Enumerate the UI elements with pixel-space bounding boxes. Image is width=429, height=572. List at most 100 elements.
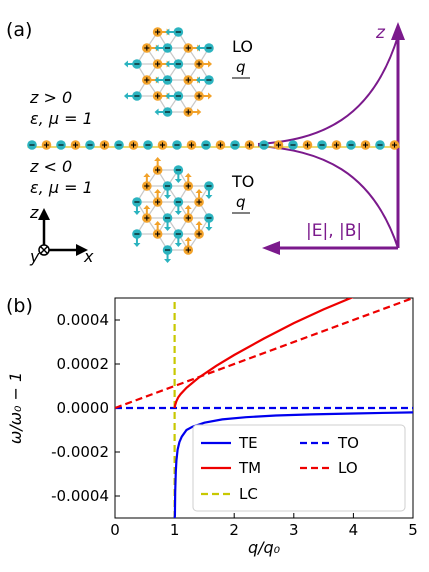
series-line-te: [173, 411, 413, 518]
chain-atom: [157, 140, 168, 150]
coord-x-label: x: [83, 247, 94, 266]
chain-atom: [85, 140, 95, 150]
to-atom: [132, 197, 142, 215]
to-atom: [142, 205, 152, 223]
dispersion-chart: 0 1 2 3 4 5 0.0004 0.0002 0.0000 -0.0002 -0.0004 q/…: [6, 297, 418, 557]
to-atom: [183, 237, 194, 255]
to-atom: [204, 213, 214, 231]
x-tick-label: 3: [289, 521, 299, 539]
to-atom: [194, 189, 204, 207]
lo-atom: [194, 59, 213, 69]
lo-lattice: [123, 27, 214, 117]
to-q-label: q: [236, 193, 246, 211]
chain-atom: [215, 140, 226, 150]
y-tick-label: -0.0004: [51, 487, 109, 505]
region-lower-label: z < 0: [29, 157, 72, 176]
to-atom: [162, 213, 173, 231]
lo-atom: [165, 27, 184, 37]
field-profile: z |E|, |B|: [257, 22, 405, 255]
field-label: |E|, |B|: [306, 221, 362, 241]
chain-atom: [56, 140, 66, 150]
y-tick-label: 0.0002: [57, 355, 110, 373]
lo-atom: [123, 59, 142, 69]
coord-x-arrow-icon: [76, 244, 88, 256]
to-atom: [204, 181, 214, 199]
lo-label: LO: [232, 37, 253, 56]
coord-z-label: z: [29, 203, 39, 222]
series-line-lo: [115, 298, 413, 410]
chain-atom: [360, 140, 371, 150]
chain-atom: [114, 140, 124, 150]
x-tick-label: 4: [349, 521, 359, 539]
chain-atom: [41, 140, 52, 150]
x-tick-label: 0: [110, 521, 120, 539]
chain-atom: [172, 140, 182, 150]
legend-label-tm: TM: [238, 459, 261, 477]
chain-atom: [273, 140, 284, 150]
chain-atom: [389, 140, 400, 150]
legend-label-te: TE: [238, 434, 258, 452]
lo-atom: [194, 91, 213, 101]
region-lower-eps-label: ε, μ = 1: [30, 178, 93, 197]
coordinate-axes-icon: z y x: [29, 203, 94, 266]
coord-y-label: y: [29, 247, 40, 266]
chain-atom: [244, 140, 255, 150]
series-line-tm: [173, 298, 354, 409]
to-atom: [152, 157, 163, 175]
x-tick-label: 5: [408, 521, 418, 539]
chain-atom: [259, 140, 269, 150]
to-atom: [152, 189, 163, 207]
lo-atom: [165, 59, 184, 69]
y-tick-label: 0.0000: [57, 399, 110, 417]
chain-atom: [99, 140, 110, 150]
lo-atom: [154, 43, 173, 53]
chain-atom: [302, 140, 313, 150]
chain-atom: [143, 140, 153, 150]
region-upper-label: z > 0: [29, 88, 72, 107]
to-label: TO: [231, 172, 254, 191]
lo-atom: [154, 107, 173, 117]
chain-atom: [288, 140, 298, 150]
y-axis-label: ω/ω₀ − 1: [6, 372, 25, 444]
chain-atom: [186, 140, 197, 150]
chain-atom: [317, 140, 327, 150]
panel-a-label: (a): [6, 19, 32, 41]
panel-a: (a) z |E|, |B| z > 0 ε, μ = 1 z < 0 ε, μ…: [6, 19, 405, 266]
to-atom: [183, 205, 194, 223]
to-atom: [194, 221, 204, 239]
to-atom: [162, 181, 173, 199]
chain-atom: [27, 140, 37, 150]
lo-atom: [154, 75, 173, 85]
legend-box: [192, 424, 406, 512]
to-atom: [152, 221, 163, 239]
lo-atom: [183, 75, 202, 85]
panel-b-label: (b): [6, 295, 33, 317]
z-axis-arrow-icon: [391, 22, 405, 40]
field-axis-arrow-icon: [262, 241, 280, 255]
to-lattice: [132, 157, 214, 263]
to-atom: [173, 229, 184, 247]
field-decay-upper: [257, 35, 399, 145]
lo-atom: [165, 91, 184, 101]
plot-area: [115, 298, 413, 518]
y-tick-label: -0.0002: [51, 443, 109, 461]
chain-atom: [70, 140, 81, 150]
chain-atom: [230, 140, 240, 150]
lo-atom: [195, 43, 214, 53]
panel-b: (b) 0 1 2 3 4 5 0.0004 0.0002 0.0000 -0.0002 -0.00…: [6, 295, 418, 557]
chain-spring: [27, 145, 400, 148]
z-axis-label: z: [375, 23, 386, 43]
coord-z-arrow-icon: [38, 208, 50, 220]
lo-atom: [183, 107, 202, 117]
to-atom: [162, 245, 173, 263]
to-atom: [183, 173, 194, 191]
chain-atom: [346, 140, 356, 150]
x-tick-label: 2: [229, 521, 239, 539]
y-tick-label: 0.0004: [57, 311, 110, 329]
interface-atom-chain: [27, 140, 400, 150]
chain-atom: [201, 140, 211, 150]
to-atom: [173, 165, 184, 183]
chain-atom: [331, 140, 342, 150]
x-axis-label: q/q₀: [248, 538, 281, 557]
chain-atom: [375, 140, 385, 150]
